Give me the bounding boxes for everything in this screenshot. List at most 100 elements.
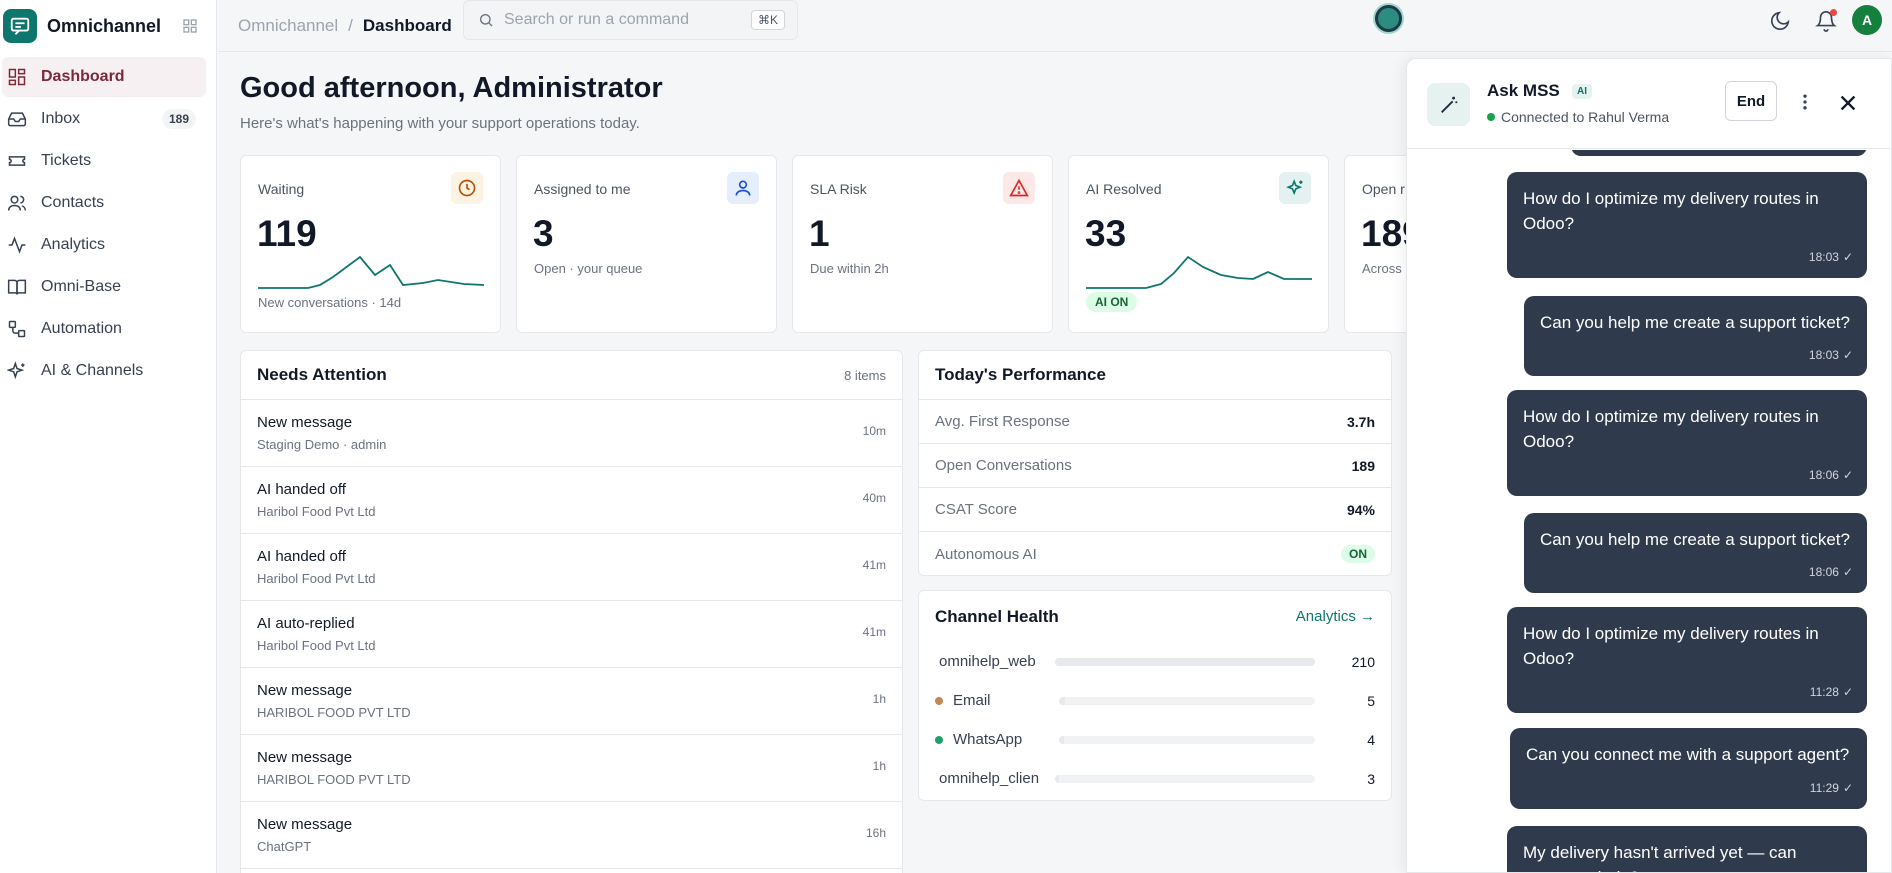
sidebar-nav: Dashboard Inbox 189 Tickets Contacts Ana… [0, 52, 216, 391]
ask-mss-chat-panel: Ask MSS AI Connected to Rahul Verma End … [1406, 58, 1892, 873]
metric-label: Avg. First Response [935, 413, 1070, 430]
item-title: AI handed off [257, 481, 346, 498]
breadcrumb-root[interactable]: Omnichannel [238, 15, 339, 35]
item-time: 1h [872, 692, 886, 706]
channel-count: 210 [1351, 653, 1375, 670]
metric-value: 3.7h [1346, 413, 1375, 430]
item-subtitle: Haribol Food Pvt Ltd [257, 504, 376, 519]
channel-name: Email [953, 692, 991, 709]
channel-count: 4 [1367, 731, 1375, 748]
breadcrumb: Omnichannel / Dashboard [238, 16, 452, 36]
close-icon[interactable] [1837, 92, 1859, 114]
stat-card-sla-risk[interactable]: SLA Risk 1 Due within 2h [792, 155, 1053, 333]
list-item[interactable]: New message HARIBOL FOOD PVT LTD 1h [241, 668, 902, 735]
chat-bubble: My delivery hasn't arrived yet — can som… [1507, 826, 1867, 872]
message-meta: 18:03 ✓ [1809, 343, 1853, 368]
channel-row[interactable]: Email 5 [919, 681, 1391, 720]
stat-value: 3 [533, 213, 554, 254]
sidebar-item-analytics[interactable]: Analytics [2, 225, 206, 265]
channel-bar [1059, 735, 1315, 744]
needs-attention-panel: Needs Attention 8 items New message Stag… [240, 350, 903, 873]
metric-row: CSAT Score 94% [919, 488, 1391, 532]
status-badge: ON [1341, 545, 1375, 563]
chat-header: Ask MSS AI Connected to Rahul Verma End [1407, 59, 1891, 149]
search-input[interactable] [504, 11, 744, 29]
sidebar-item-label: Dashboard [41, 68, 125, 85]
ai-on-badge: AI ON [1086, 292, 1138, 312]
sidebar-item-label: Omni-Base [41, 278, 122, 295]
channel-name: WhatsApp [953, 731, 1023, 748]
sidebar-item-ai-channels[interactable]: AI & Channels [2, 351, 206, 391]
list-item[interactable]: AI auto-replied Haribol Food Pvt Ltd 41m [241, 601, 902, 668]
list-item[interactable]: New message Staging Demo · admin 10m [241, 400, 902, 467]
sidebar-item-omni-base[interactable]: Omni-Base [2, 267, 206, 307]
moon-icon[interactable] [1769, 10, 1791, 32]
check-icon: ✓ [1842, 250, 1853, 264]
command-search[interactable]: ⌘K [463, 0, 798, 40]
item-time: 41m [862, 625, 886, 639]
channel-count: 5 [1367, 692, 1375, 709]
item-subtitle: Haribol Food Pvt Ltd [257, 638, 376, 653]
sidebar-item-contacts[interactable]: Contacts [2, 183, 206, 223]
sidebar-item-dashboard[interactable]: Dashboard [2, 57, 206, 97]
channel-row[interactable]: WhatsApp 4 [919, 720, 1391, 759]
end-chat-button[interactable]: End [1725, 81, 1777, 121]
list-item[interactable]: New message ChatGPT 16h [241, 802, 902, 869]
panel-title: Today's Performance [935, 365, 1106, 384]
channel-status-dot [935, 735, 943, 744]
list-item[interactable]: AI handed off Haribol Food Pvt Ltd 41m [241, 534, 902, 601]
metric-value: 94% [1346, 501, 1375, 518]
sidebar-item-inbox[interactable]: Inbox 189 [2, 99, 206, 139]
sidebar: Omnichannel Dashboard Inbox 189 Tickets … [0, 0, 217, 873]
message-meta: 18:06 ✓ [1809, 463, 1853, 488]
message-meta: 18:03 ✓ [1809, 245, 1853, 270]
search-icon [480, 14, 493, 27]
sidebar-item-label: Tickets [41, 152, 92, 169]
online-dot [1487, 113, 1495, 121]
search-shortcut: ⌘K [750, 10, 785, 30]
sidebar-toggle-icon[interactable] [182, 18, 198, 34]
metric-row: Avg. First Response 3.7h [919, 400, 1391, 444]
sidebar-item-automation[interactable]: Automation [2, 309, 206, 349]
users-icon [7, 195, 27, 211]
list-item[interactable]: New message HARIBOL FOOD PVT LTD 1h [241, 735, 902, 802]
bell-icon[interactable] [1815, 10, 1837, 32]
sidebar-item-label: AI & Channels [41, 362, 144, 379]
chat-connection-status: Connected to Rahul Verma [1487, 109, 1669, 125]
chat-bubble: Can you connect me with a support agent?… [1510, 728, 1867, 809]
stat-card-waiting[interactable]: Waiting 119 New conversations · 14d [240, 155, 501, 333]
analytics-link[interactable]: Analytics → [1295, 608, 1375, 625]
stat-value: 33 [1085, 213, 1127, 254]
channel-bar-fill [1059, 696, 1066, 705]
sidebar-item-tickets[interactable]: Tickets [2, 141, 206, 181]
item-title: New message [257, 816, 353, 833]
stat-card-ai-resolved[interactable]: AI Resolved 33 AI ON [1068, 155, 1329, 333]
chat-bubble-partial [1571, 150, 1867, 156]
stat-card-assigned[interactable]: Assigned to me 3 Open · your queue [516, 155, 777, 333]
page-subtitle: Here's what's happening with your suppor… [240, 115, 640, 132]
clock-icon [451, 172, 483, 204]
stat-label: AI Resolved [1086, 181, 1162, 197]
metric-label: Open Conversations [935, 457, 1072, 474]
item-subtitle: Haribol Food Pvt Ltd [257, 571, 376, 586]
message-text: My delivery hasn't arrived yet — can som… [1523, 843, 1797, 872]
list-item[interactable]: AI handed off Haribol Food Pvt Ltd 40m [241, 467, 902, 534]
channel-row[interactable]: omnihelp_clien 3 [919, 759, 1391, 798]
chat-bubble: How do I optimize my delivery routes in … [1507, 390, 1867, 496]
stat-sub: Across [1362, 261, 1402, 276]
item-time: 10m [862, 424, 886, 438]
message-meta: 11:28 ✓ [1810, 680, 1853, 705]
more-options-icon[interactable] [1795, 92, 1815, 112]
chat-title: Ask MSS [1487, 81, 1560, 100]
message-meta: 11:29 ✓ [1810, 776, 1853, 801]
channel-bar [1055, 657, 1315, 666]
channel-bar-fill [1059, 735, 1064, 744]
presence-status-indicator[interactable] [1375, 5, 1402, 32]
item-subtitle: HARIBOL FOOD PVT LTD [257, 772, 411, 787]
message-time: 18:06 [1808, 468, 1839, 482]
channel-row[interactable]: omnihelp_web 210 [919, 642, 1391, 681]
alert-triangle-icon [1003, 172, 1035, 204]
user-avatar[interactable]: A [1852, 5, 1882, 35]
item-title: New message [257, 749, 353, 766]
item-subtitle: ChatGPT [257, 839, 312, 854]
